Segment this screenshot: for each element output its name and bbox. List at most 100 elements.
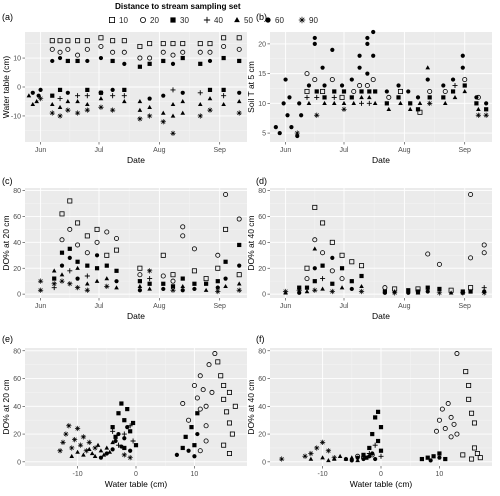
- data-point: [337, 453, 343, 458]
- legend-item-60: 60: [265, 16, 284, 25]
- data-point: [312, 204, 318, 210]
- legend-items: 10 20 30 40 50 60 90: [109, 16, 318, 25]
- data-point: [373, 456, 378, 462]
- legend-label: 90: [309, 16, 318, 25]
- data-point: [322, 100, 327, 106]
- data-point: [476, 106, 481, 111]
- data-point: [98, 35, 104, 41]
- data-point: [63, 431, 69, 437]
- data-point: [75, 242, 81, 248]
- y-tick-label: 0: [17, 292, 21, 299]
- data-point: [180, 99, 186, 104]
- data-point: [160, 110, 166, 115]
- y-tick-label: 20: [13, 266, 21, 273]
- data-point: [454, 351, 460, 357]
- data-point: [34, 99, 39, 104]
- legend-label: 30: [180, 16, 189, 25]
- data-point: [221, 93, 227, 99]
- data-point: [425, 251, 431, 257]
- panel-tag: (a): [2, 12, 13, 22]
- data-point: [355, 455, 360, 460]
- data-point: [207, 96, 213, 101]
- x-tick-label: Aug: [153, 147, 166, 154]
- panel-a: -10 0 10 Jun Jul Aug Sep (a) Date Water table (cm…: [1, 12, 247, 165]
- y-tick-label: 80: [13, 188, 21, 195]
- y-tick-label: 60: [13, 376, 21, 383]
- data-point: [147, 113, 153, 119]
- data-point: [195, 411, 200, 416]
- data-point: [378, 448, 384, 453]
- data-point: [84, 46, 90, 52]
- data-points: [37, 191, 242, 295]
- data-point: [308, 450, 314, 457]
- data-point: [442, 426, 448, 432]
- data-point: [49, 38, 55, 44]
- data-point: [121, 49, 127, 55]
- data-point: [110, 87, 115, 92]
- data-point: [104, 451, 109, 456]
- y-tick-label: 40: [258, 404, 266, 411]
- data-point: [304, 276, 310, 282]
- data-point: [110, 439, 115, 445]
- data-point: [295, 133, 300, 139]
- data-point: [221, 43, 227, 49]
- data-point: [114, 268, 119, 273]
- data-point: [203, 287, 209, 292]
- data-point: [94, 253, 100, 258]
- data-point: [215, 252, 221, 258]
- data-point: [180, 276, 185, 281]
- data-point: [359, 94, 364, 100]
- data-point: [475, 94, 481, 100]
- data-point: [110, 447, 115, 452]
- data-point: [212, 351, 218, 357]
- y-tick-label: 20: [258, 432, 266, 439]
- data-point: [180, 233, 186, 239]
- data-point: [75, 259, 80, 264]
- data-point: [236, 272, 242, 278]
- data-point: [122, 87, 127, 92]
- data-point: [226, 420, 232, 426]
- data-point: [57, 113, 63, 119]
- data-point: [364, 83, 370, 89]
- data-point: [69, 445, 75, 451]
- data-point: [481, 285, 487, 291]
- data-point: [320, 286, 325, 291]
- data-point: [94, 239, 100, 245]
- data-point: [428, 458, 433, 463]
- x-tick-label: 10: [436, 471, 444, 478]
- data-point: [203, 403, 209, 409]
- data-point: [86, 446, 92, 452]
- data-point: [322, 95, 327, 100]
- data-point: [218, 373, 224, 379]
- data-point: [180, 283, 186, 289]
- y-tick-label: 60: [258, 214, 266, 221]
- data-point: [329, 268, 335, 274]
- data-point: [283, 290, 288, 295]
- data-point: [365, 35, 370, 41]
- data-point: [349, 458, 354, 463]
- data-point: [69, 453, 75, 458]
- data-point: [197, 101, 203, 107]
- data-point: [65, 90, 70, 95]
- data-point: [197, 113, 203, 119]
- data-point: [351, 100, 357, 106]
- data-point: [160, 119, 166, 125]
- data-point: [289, 125, 294, 130]
- data-point: [85, 87, 90, 92]
- data-point: [343, 456, 349, 462]
- data-point: [320, 250, 326, 256]
- data-point: [373, 89, 378, 94]
- data-point: [57, 55, 63, 61]
- data-point: [314, 445, 320, 451]
- data-point: [320, 263, 325, 268]
- data-point: [304, 88, 310, 94]
- data-point: [37, 95, 44, 102]
- data-point: [355, 453, 361, 459]
- data-point: [304, 289, 310, 294]
- y-tick-label: 20: [13, 432, 21, 439]
- y-tick-label: 60: [13, 214, 21, 221]
- data-point: [236, 35, 242, 41]
- y-tick-label: 20: [258, 266, 266, 273]
- panel-tag: (e): [2, 334, 13, 344]
- x-tick-label: Jun: [35, 147, 46, 154]
